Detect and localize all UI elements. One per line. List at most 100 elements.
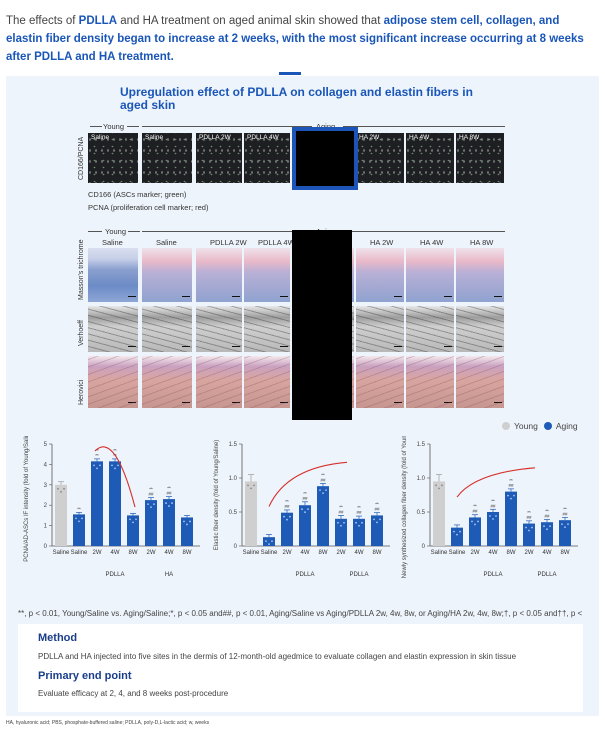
data-point (435, 484, 437, 487)
data-point (340, 524, 342, 527)
legend-young-swatch (502, 422, 510, 430)
data-point (513, 494, 515, 497)
significance-mark: ** (95, 453, 99, 458)
histo-young-line (88, 231, 102, 232)
bar (353, 518, 365, 546)
data-point (441, 484, 443, 487)
x-tick-label: Saline (71, 550, 88, 556)
legend-young-label: Young (514, 421, 538, 431)
data-point (379, 518, 381, 521)
bar (163, 499, 175, 546)
data-point (265, 540, 267, 543)
redacted-region (292, 230, 352, 420)
group-label: PDLLA (483, 572, 502, 578)
bar (335, 518, 347, 546)
histo-tile (88, 306, 138, 352)
data-point (376, 521, 378, 524)
scale-bar (280, 345, 288, 347)
data-point (250, 487, 252, 490)
trend-arrow (268, 461, 348, 507)
group-aging-line-2 (343, 126, 505, 127)
data-point (147, 503, 149, 505)
data-point (492, 518, 494, 520)
scale-bar (128, 401, 136, 403)
scale-bar (394, 345, 402, 347)
histo-tile (196, 356, 242, 408)
y-tick-label: 3 (44, 483, 48, 489)
histo-tile (196, 248, 242, 302)
significance-mark: ## (166, 491, 172, 496)
ihc-row-label: CD166/PCNA (78, 136, 85, 180)
scale-bar (444, 401, 452, 403)
y-tick-label: 5 (44, 442, 48, 448)
histo-tile (142, 306, 192, 352)
x-tick-label: 4W (355, 550, 364, 556)
ihc-tile: HA 4W (406, 133, 454, 183)
scale-bar (494, 345, 502, 347)
data-point (165, 502, 167, 504)
accent-bar (279, 72, 301, 75)
bar (487, 512, 499, 546)
y-tick-label: 0 (234, 544, 238, 550)
bar (263, 537, 275, 546)
significance-mark: ## (302, 496, 308, 501)
significance-mark: ** (113, 448, 117, 453)
data-point (135, 518, 137, 521)
significance-mark: ** (375, 502, 379, 507)
histo-tile (142, 248, 192, 302)
ihc-tile: PDLLA 4W (244, 133, 290, 183)
significance-mark: ** (563, 506, 567, 511)
data-point (75, 517, 77, 520)
group-label: HA (165, 572, 173, 578)
method-box (18, 624, 583, 712)
significance-mark: ** (303, 491, 307, 496)
histo-col-label: HA 4W (420, 238, 444, 247)
significance-mark: ** (491, 498, 495, 503)
data-point (531, 526, 533, 529)
data-point (286, 518, 288, 521)
chart-ylabel: Elastic fiber density (fold of Young/Sal… (214, 440, 220, 550)
histo-tile (456, 356, 504, 408)
scale-bar (494, 401, 502, 403)
scale-bar (128, 295, 136, 297)
intro-highlight: adipose stem cell, collagen, and elastin… (6, 15, 584, 63)
data-point (549, 525, 551, 528)
trend-arrow (94, 446, 136, 508)
histo-col-label: Saline (156, 238, 177, 247)
scale-bar (128, 345, 136, 347)
chart-legend: Young Aging (502, 421, 578, 431)
intro-text-1: The effects of (6, 15, 79, 27)
histo-row-label: Verhoeff (78, 320, 85, 346)
bar (245, 481, 257, 546)
scale-bar (182, 345, 190, 347)
data-point (474, 523, 476, 526)
data-point (117, 464, 119, 467)
histo-tile (356, 356, 404, 408)
data-point (343, 521, 345, 524)
highlight-redacted-box (292, 127, 358, 190)
group-label: PDLLA (295, 572, 314, 578)
data-point (453, 530, 455, 533)
data-point (307, 508, 309, 511)
significance-mark: ## (562, 511, 568, 516)
x-tick-label: 2W (93, 550, 102, 556)
data-point (289, 515, 291, 518)
group-young-label: Young (103, 122, 124, 131)
group-young-line-2 (127, 126, 139, 127)
data-point (471, 520, 473, 523)
significance-mark: ## (284, 504, 290, 509)
data-point (567, 523, 569, 526)
endpoint-heading: Primary end point (38, 670, 132, 682)
data-point (322, 492, 324, 495)
significance-mark: ## (320, 477, 326, 482)
significance-mark: ** (167, 486, 171, 491)
histo-tile (456, 306, 504, 352)
x-tick-label: 2W (283, 550, 292, 556)
histo-col-label: HA 2W (370, 238, 394, 247)
scale-bar (280, 401, 288, 403)
ihc-tile-label: HA 8W (459, 134, 480, 141)
histo-tile (244, 306, 290, 352)
chart-pcna: PCNA/AD-ASCs IF intensity (fold of Young… (24, 436, 200, 578)
scale-bar (280, 295, 288, 297)
significance-mark: ** (149, 487, 153, 492)
